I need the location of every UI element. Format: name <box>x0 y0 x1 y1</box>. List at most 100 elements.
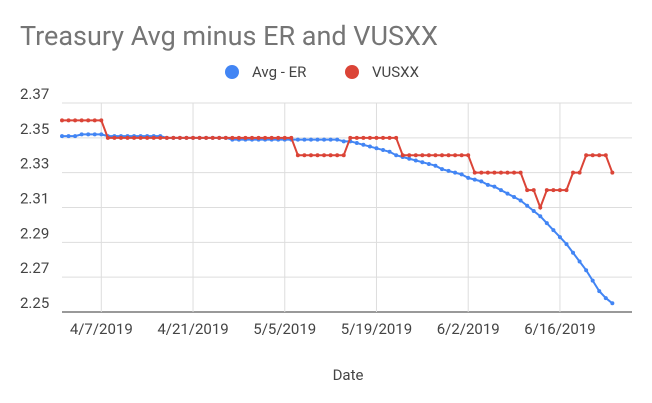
data-point <box>459 172 464 177</box>
data-point <box>315 153 320 158</box>
data-point <box>250 135 254 140</box>
data-point <box>551 188 556 193</box>
data-point <box>413 153 418 158</box>
data-point <box>584 268 589 273</box>
data-point <box>571 250 576 255</box>
data-point <box>86 118 91 123</box>
data-point <box>590 278 595 283</box>
data-point <box>381 135 386 140</box>
data-point <box>394 135 399 140</box>
data-point <box>66 134 71 139</box>
data-point <box>440 153 444 158</box>
data-point <box>289 135 294 140</box>
data-point <box>492 170 497 175</box>
y-tick-label: 2.35 <box>20 120 49 138</box>
data-point <box>73 134 78 139</box>
data-point <box>92 118 97 123</box>
data-point <box>151 135 156 140</box>
data-point <box>440 167 444 172</box>
data-point <box>466 175 471 180</box>
data-point <box>512 170 517 175</box>
data-point <box>544 221 549 226</box>
data-point <box>132 135 137 140</box>
y-tick-label: 2.37 <box>20 85 49 103</box>
data-point <box>73 118 78 123</box>
data-point <box>322 137 327 142</box>
x-tick-label: 6/2/2019 <box>437 320 500 338</box>
data-point <box>335 137 340 142</box>
legend-swatch <box>225 65 239 79</box>
x-tick-label: 5/19/2019 <box>341 320 412 338</box>
data-point <box>341 153 346 158</box>
data-point <box>269 135 274 140</box>
data-point <box>204 135 209 140</box>
data-point <box>66 118 71 123</box>
data-point <box>118 135 123 140</box>
data-point <box>60 134 64 139</box>
data-point <box>394 153 399 158</box>
data-point <box>335 153 340 158</box>
data-point <box>564 188 569 193</box>
data-point <box>407 153 412 158</box>
data-point <box>381 148 386 153</box>
data-point <box>328 153 333 158</box>
data-point <box>492 184 497 189</box>
data-point <box>485 182 490 187</box>
data-point <box>308 153 313 158</box>
data-point <box>446 168 451 173</box>
data-point <box>485 170 490 175</box>
data-point <box>322 153 327 158</box>
data-point <box>302 153 307 158</box>
data-point <box>256 135 261 140</box>
data-point <box>374 146 379 151</box>
data-point <box>230 135 235 140</box>
data-point <box>354 141 359 146</box>
data-point <box>125 135 130 140</box>
data-point <box>459 153 464 158</box>
y-tick-label: 2.25 <box>20 294 49 312</box>
data-point <box>99 118 104 123</box>
data-point <box>60 118 64 123</box>
data-point <box>79 118 84 123</box>
data-point <box>308 137 313 142</box>
data-point <box>138 135 143 140</box>
data-point <box>571 170 576 175</box>
data-point <box>538 205 543 210</box>
data-point <box>112 135 117 140</box>
x-tick-label: 5/5/2019 <box>253 320 316 338</box>
data-point <box>164 135 169 140</box>
data-point <box>79 132 84 137</box>
data-point <box>610 301 615 306</box>
data-point <box>367 135 372 140</box>
data-point <box>538 214 543 219</box>
data-point <box>236 135 241 140</box>
data-point <box>328 137 333 142</box>
data-point <box>105 135 110 140</box>
data-point <box>413 158 418 163</box>
data-point <box>433 163 438 168</box>
data-point <box>223 135 228 140</box>
data-point <box>433 153 438 158</box>
data-point <box>276 135 281 140</box>
data-point <box>400 153 405 158</box>
data-point <box>420 160 425 165</box>
data-point <box>177 135 182 140</box>
data-point <box>361 142 366 147</box>
data-point <box>420 153 425 158</box>
x-tick-label: 6/16/2019 <box>524 320 595 338</box>
data-point <box>374 135 379 140</box>
data-point <box>453 153 458 158</box>
data-point <box>361 135 366 140</box>
data-point <box>479 170 484 175</box>
data-point <box>603 296 608 301</box>
legend-label: Avg - ER <box>252 63 306 81</box>
data-point <box>426 153 431 158</box>
data-point <box>387 135 392 140</box>
data-point <box>446 153 451 158</box>
data-point <box>525 203 530 208</box>
data-point <box>584 153 589 158</box>
data-point <box>531 188 536 193</box>
data-point <box>295 153 300 158</box>
